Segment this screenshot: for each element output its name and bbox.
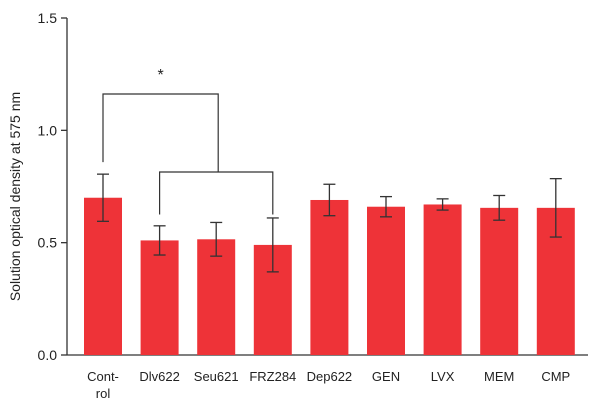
x-tick-label: GEN [372, 369, 400, 384]
x-tick-label: Cont-rol [87, 369, 119, 401]
error-bar [210, 221, 223, 257]
error-bars-group [97, 173, 562, 273]
error-bar [493, 194, 506, 221]
error-bar [266, 217, 279, 273]
y-tick-label: 1.5 [38, 10, 58, 26]
bracket-group [159, 171, 274, 215]
error-bar [153, 225, 166, 256]
bars-group [84, 197, 575, 355]
error-bar [323, 183, 336, 217]
x-tick-label: CMP [541, 369, 570, 384]
x-tick-label: LVX [431, 369, 455, 384]
error-bar [380, 195, 392, 218]
y-tick-label: 1.0 [38, 122, 58, 138]
y-axis-title: Solution optical density at 575 nm [7, 92, 23, 301]
bar-dlv622 [140, 240, 179, 355]
bar-lvx [423, 204, 462, 355]
x-tick-labels: Cont-rol Dlv622 Seu621 FRZ284 Dep622 GEN LVX ME… [87, 369, 570, 401]
y-tick-label: 0.5 [38, 235, 58, 251]
x-tick-label: Seu621 [194, 369, 239, 384]
bar-cont-rol [84, 197, 122, 355]
significance-star: * [157, 67, 163, 84]
x-tick-label: Dep622 [307, 369, 353, 384]
significance-bracket: * [102, 67, 274, 215]
bar-seu621 [197, 239, 236, 355]
error-bar [549, 177, 562, 238]
bar-gen [367, 206, 405, 355]
y-tick-label: 0.0 [38, 347, 58, 363]
bar-mem [480, 207, 519, 355]
x-tick-label: FRZ284 [249, 369, 296, 384]
error-bar [436, 198, 449, 211]
x-tick-label: Dlv622 [139, 369, 179, 384]
x-tick-label: MEM [484, 369, 514, 384]
error-bar [97, 173, 109, 222]
bar-dep622 [310, 199, 349, 355]
bracket-top [102, 93, 219, 172]
y-tick-labels: 0.0 0.5 1.0 1.5 [38, 10, 58, 363]
